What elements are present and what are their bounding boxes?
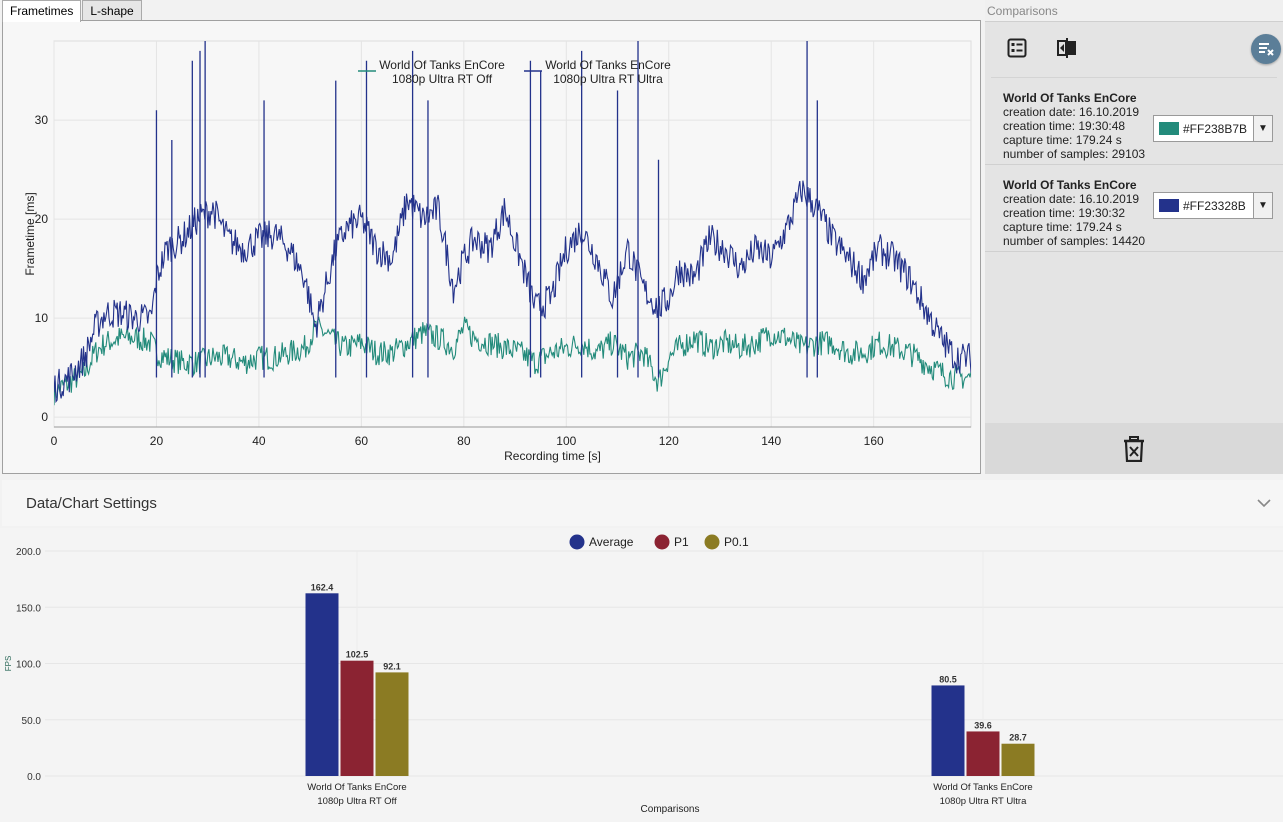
color-picker-1[interactable]: #FF238B7B ▼ <box>1153 115 1273 142</box>
compare-button[interactable] <box>1053 34 1081 62</box>
x-tick-label: 0 <box>51 434 58 448</box>
y-tick-label: 0 <box>41 410 48 424</box>
x-tick-label: 120 <box>659 434 679 448</box>
series-1 <box>54 316 971 406</box>
bar-p01 <box>1001 743 1035 776</box>
series-line <box>54 180 971 404</box>
legend-label: 1080p Ultra RT Off <box>392 72 493 86</box>
comparisons-toolbar <box>991 22 1281 78</box>
legend-dot <box>569 534 585 550</box>
bar-p1 <box>966 731 1000 776</box>
category-label: World Of Tanks EnCore <box>307 782 406 793</box>
bar-p1 <box>340 660 374 776</box>
series-line <box>54 316 971 406</box>
tab-l-shape[interactable]: L-shape <box>82 0 142 21</box>
fps-bar-chart-panel: 0.0 50.0 100.0 150.0 200.0 FPS Comparisons Aver… <box>0 528 1283 822</box>
x-tick-label: 140 <box>761 434 781 448</box>
chevron-down-icon[interactable]: ▼ <box>1253 116 1272 141</box>
fps-bar-chart: 0.0 50.0 100.0 150.0 200.0 FPS Comparisons Aver… <box>4 534 1283 815</box>
y-tick-label: 30 <box>35 113 49 127</box>
comparison-item-2[interactable]: World Of Tanks EnCore creation date: 16.… <box>985 165 1283 252</box>
bar-average <box>305 593 339 776</box>
bar-value-label: 28.7 <box>1009 733 1027 743</box>
bar-value-label: 162.4 <box>311 582 334 592</box>
comparisons-footer <box>985 423 1283 474</box>
bar-value-label: 92.1 <box>383 661 401 671</box>
x-tick-label: 60 <box>355 434 369 448</box>
comparison-capture-time: capture time: 179.24 s <box>1003 220 1122 234</box>
legend-label: 1080p Ultra RT Ultra <box>553 72 663 86</box>
comparison-name: World Of Tanks EnCore <box>1003 178 1137 192</box>
settings-title: Data/Chart Settings <box>26 494 157 512</box>
list-details-icon <box>1007 38 1027 58</box>
comparison-capture-time: capture time: 179.24 s <box>1003 133 1122 147</box>
y-tick-label: 200.0 <box>16 547 41 558</box>
comparisons-header: Comparisons <box>985 0 1283 22</box>
category-label: World Of Tanks EnCore <box>933 782 1032 793</box>
comparison-creation-date: creation date: 16.10.2019 <box>1003 192 1140 206</box>
y-axis-title: Frametime [ms] <box>23 192 37 275</box>
category-label: 1080p Ultra RT Off <box>317 796 397 807</box>
x-tick-label: 100 <box>556 434 576 448</box>
legend-label: P1 <box>674 535 689 549</box>
legend-dot <box>654 534 670 550</box>
comparison-creation-date: creation date: 16.10.2019 <box>1003 105 1140 119</box>
x-tick-label: 40 <box>252 434 266 448</box>
comparison-samples: number of samples: 29103 <box>1003 147 1146 161</box>
series-2 <box>54 41 971 404</box>
y-tick-label: 10 <box>35 311 49 325</box>
comparison-creation-time: creation time: 19:30:48 <box>1003 119 1126 133</box>
x-tick-label: 20 <box>150 434 164 448</box>
x-tick-label: 80 <box>457 434 471 448</box>
legend-label: World Of Tanks EnCore <box>545 58 671 72</box>
color-swatch <box>1159 199 1179 212</box>
comparison-creation-time: creation time: 19:30:32 <box>1003 206 1126 220</box>
tab-frametimes[interactable]: Frametimes <box>2 0 82 22</box>
y-tick-label: 50.0 <box>22 716 42 727</box>
clear-list-icon <box>1259 43 1274 56</box>
bar-value-label: 39.6 <box>974 720 992 730</box>
color-hex-label: #FF238B7B <box>1183 121 1248 136</box>
frametime-chart[interactable]: 0 20 40 60 80 100 120 140 160 0 10 20 30 Recording ti… <box>3 21 980 473</box>
legend-label: World Of Tanks EnCore <box>379 58 505 72</box>
x-axis-title: Recording time [s] <box>504 449 601 463</box>
legend-label: P0.1 <box>724 535 749 549</box>
chevron-down-icon[interactable] <box>1257 498 1271 508</box>
legend-label: Average <box>589 535 634 549</box>
comparisons-panel: Comparisons <box>985 0 1283 474</box>
clear-list-button[interactable] <box>1251 34 1281 64</box>
frametime-chart-panel: 0 20 40 60 80 100 120 140 160 0 10 20 30 Recording ti… <box>2 20 981 474</box>
delete-all-icon[interactable] <box>1123 435 1145 462</box>
bar-value-label: 102.5 <box>346 650 369 660</box>
bar-p01 <box>375 672 409 776</box>
y-tick-label: 150.0 <box>16 603 41 614</box>
chevron-down-icon[interactable]: ▼ <box>1253 193 1272 218</box>
y-tick-label: 20 <box>35 212 49 226</box>
y-tick-label: 100.0 <box>16 660 41 671</box>
legend-dot <box>704 534 720 550</box>
comparison-item-1[interactable]: World Of Tanks EnCore creation date: 16.… <box>985 78 1283 165</box>
comparison-samples: number of samples: 14420 <box>1003 234 1146 248</box>
x-tick-label: 160 <box>864 434 884 448</box>
compare-icon <box>1057 38 1076 58</box>
x-axis-title: Comparisons <box>641 804 700 815</box>
list-details-button[interactable] <box>1003 34 1031 62</box>
comparison-name: World Of Tanks EnCore <box>1003 91 1137 105</box>
color-picker-2[interactable]: #FF23328B ▼ <box>1153 192 1273 219</box>
category-label: 1080p Ultra RT Ultra <box>940 796 1027 807</box>
bar-average <box>931 685 965 776</box>
color-swatch <box>1159 122 1179 135</box>
bar-value-label: 80.5 <box>939 674 957 684</box>
y-axis-title: FPS <box>4 656 13 672</box>
chart-tabs: Frametimes L-shape <box>2 0 143 22</box>
data-chart-settings-expander[interactable]: Data/Chart Settings <box>2 480 1283 526</box>
color-hex-label: #FF23328B <box>1183 198 1246 213</box>
y-tick-label: 0.0 <box>27 772 41 783</box>
